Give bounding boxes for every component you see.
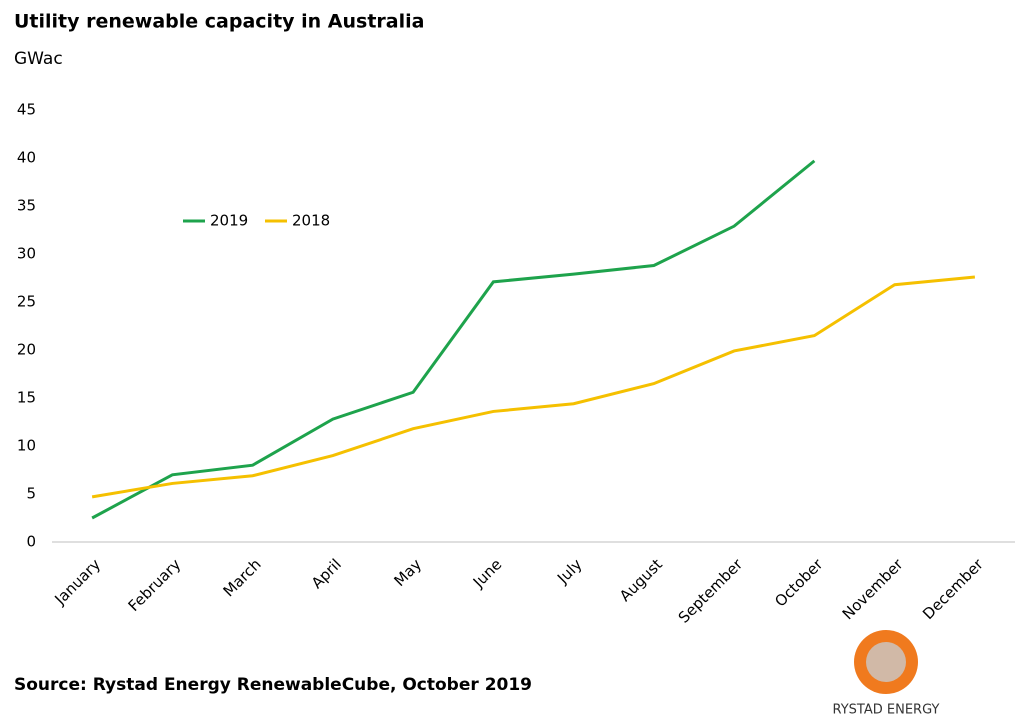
x-tick-label: April: [308, 555, 345, 592]
x-tick-label: May: [390, 555, 425, 590]
series-line: [91, 159, 816, 520]
legend-label: 2019: [210, 212, 248, 230]
x-tick-label: September: [675, 555, 747, 627]
source-note: Source: Rystad Energy RenewableCube, Oct…: [14, 675, 532, 695]
y-tick-label: 10: [17, 437, 36, 455]
x-tick-label: January: [50, 555, 104, 609]
y-tick-label: 45: [17, 101, 36, 119]
y-tick-label: 35: [17, 197, 36, 215]
legend-label: 2018: [292, 212, 330, 230]
x-tick-label: October: [771, 555, 827, 611]
x-tick-label: March: [220, 555, 265, 600]
series-line: [91, 275, 976, 499]
x-tick-label: November: [839, 555, 907, 623]
chart-subtitle: GWac: [14, 49, 63, 69]
y-tick-label: 25: [17, 293, 36, 311]
logo-mark-inner: [866, 642, 906, 682]
y-tick-label: 20: [17, 341, 36, 359]
x-tick-label: February: [125, 555, 185, 615]
x-tick-label: June: [469, 555, 506, 592]
y-tick-label: 15: [17, 389, 36, 407]
x-tick-label: August: [616, 555, 666, 605]
y-tick-label: 0: [26, 533, 36, 551]
y-tick-label: 40: [17, 149, 36, 167]
logo-text: RYSTAD ENERGY: [833, 703, 940, 718]
y-tick-label: 5: [26, 485, 36, 503]
chart-title: Utility renewable capacity in Australia: [14, 11, 424, 33]
x-tick-label: December: [919, 555, 987, 623]
logo: [854, 630, 918, 694]
y-tick-label: 30: [17, 245, 36, 263]
x-tick-label: July: [553, 555, 586, 588]
